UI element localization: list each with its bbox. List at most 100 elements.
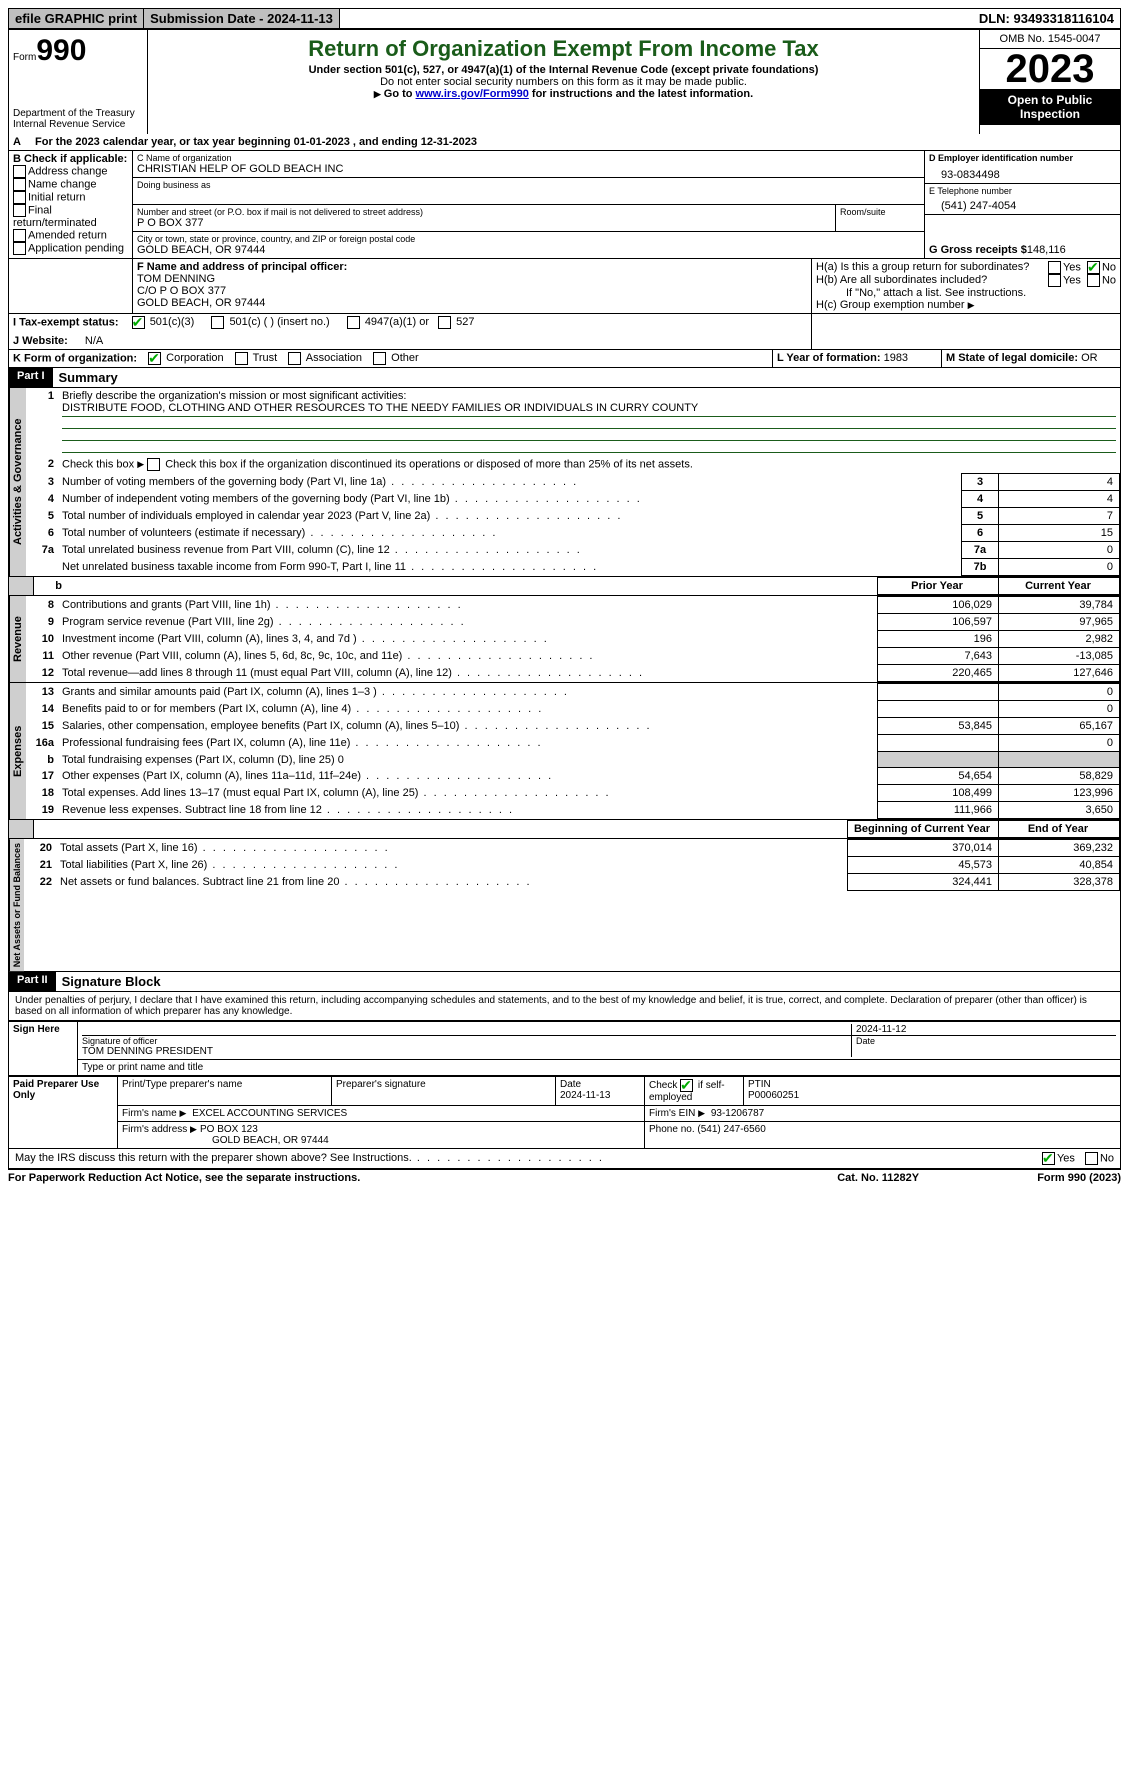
sidebar-rev: Revenue — [9, 596, 26, 682]
subtitle-1: Under section 501(c), 527, or 4947(a)(1)… — [152, 64, 975, 76]
chk-initial[interactable]: Initial return — [13, 191, 128, 204]
instructions-link[interactable]: www.irs.gov/Form990 — [416, 88, 529, 100]
gov-line-4: 4Number of independent voting members of… — [26, 491, 1120, 508]
officer-label: F Name and address of principal officer: — [137, 261, 807, 273]
hb-no[interactable]: No — [1087, 274, 1116, 287]
table-row: 11Other revenue (Part VIII, column (A), … — [26, 648, 1120, 665]
chk-4947[interactable]: 4947(a)(1) or — [347, 316, 429, 328]
expenses-section: Expenses 13Grants and similar amounts pa… — [8, 683, 1121, 820]
gov-section: Activities & Governance 1 Briefly descri… — [8, 388, 1121, 577]
chk-discontinued[interactable] — [147, 458, 160, 471]
officer-block: F Name and address of principal officer:… — [8, 259, 1121, 314]
phone-label: E Telephone number — [929, 186, 1116, 196]
sidebar-gov: Activities & Governance — [9, 388, 26, 576]
form-title: Return of Organization Exempt From Incom… — [152, 36, 975, 62]
street-label: Number and street (or P.O. box if mail i… — [137, 207, 831, 217]
sig-officer-label: Signature of officer — [82, 1036, 851, 1046]
chk-assoc[interactable]: Association — [288, 352, 362, 364]
ptin: P00060251 — [748, 1090, 799, 1101]
prep-sig-label: Preparer's signature — [332, 1077, 556, 1106]
current-year-header: Current Year — [999, 578, 1120, 595]
perjury-text: Under penalties of perjury, I declare th… — [8, 992, 1121, 1021]
firm-ein: 93-1206787 — [711, 1108, 764, 1119]
street: P O BOX 377 — [137, 217, 831, 229]
sidebar-exp: Expenses — [9, 683, 26, 819]
sig-date-label: Date — [851, 1036, 1116, 1057]
chk-501c3[interactable]: 501(c)(3) — [132, 316, 195, 328]
discuss-yes[interactable]: Yes — [1042, 1152, 1075, 1165]
city: GOLD BEACH, OR 97444 — [137, 244, 920, 256]
org-form-block: K Form of organization: Corporation Trus… — [8, 350, 1121, 368]
sig-officer-name: TOM DENNING PRESIDENT — [82, 1046, 851, 1057]
footer: For Paperwork Reduction Act Notice, see … — [8, 1169, 1121, 1184]
ha-yes[interactable]: Yes — [1048, 261, 1081, 274]
firm-addr2: GOLD BEACH, OR 97444 — [212, 1135, 329, 1146]
chk-name[interactable]: Name change — [13, 178, 128, 191]
end-year-header: End of Year — [999, 821, 1120, 838]
firm-addr1: PO BOX 123 — [200, 1124, 258, 1135]
form-number: Form990 — [13, 34, 143, 68]
sign-here-label: Sign Here — [9, 1022, 78, 1076]
dln: DLN: 93493318116104 — [973, 9, 1120, 28]
chk-address[interactable]: Address change — [13, 165, 128, 178]
footer-mid: Cat. No. 11282Y — [837, 1172, 1037, 1184]
firm-name-label: Firm's name — [122, 1108, 177, 1119]
paid-label: Paid Preparer Use Only — [9, 1077, 118, 1149]
form-org-label: K Form of organization: — [13, 352, 137, 364]
gov-line-7a: 7aTotal unrelated business revenue from … — [26, 542, 1120, 559]
status-block: I Tax-exempt status: 501(c)(3) 501(c) ( … — [8, 314, 1121, 350]
gross-label: G Gross receipts $ — [929, 244, 1027, 256]
ein-label: D Employer identification number — [929, 153, 1116, 163]
org-name-label: C Name of organization — [137, 153, 920, 163]
table-row: 13Grants and similar amounts paid (Part … — [26, 684, 1120, 701]
table-row: 17Other expenses (Part IX, column (A), l… — [26, 768, 1120, 785]
prep-date-label: Date — [560, 1079, 581, 1090]
efile-button[interactable]: efile GRAPHIC print — [9, 9, 144, 28]
sig-name-label: Type or print name and title — [78, 1060, 1121, 1076]
chk-other[interactable]: Other — [373, 352, 419, 364]
gross-value: 148,116 — [1027, 244, 1066, 256]
revenue-section: Revenue 8Contributions and grants (Part … — [8, 596, 1121, 683]
prior-year-header: Prior Year — [878, 578, 999, 595]
table-row: bTotal fundraising expenses (Part IX, co… — [26, 752, 1120, 768]
gov-line-3: 3Number of voting members of the governi… — [26, 474, 1120, 491]
top-bar: efile GRAPHIC print Submission Date - 20… — [8, 8, 1121, 30]
box-b-label: B Check if applicable: — [13, 153, 128, 165]
chk-corp[interactable]: Corporation — [148, 352, 224, 364]
table-row: 19Revenue less expenses. Subtract line 1… — [26, 802, 1120, 819]
ha-no[interactable]: No — [1087, 261, 1116, 274]
chk-amended[interactable]: Amended return — [13, 229, 128, 242]
org-name: CHRISTIAN HELP OF GOLD BEACH INC — [137, 163, 920, 175]
hb-yes[interactable]: Yes — [1048, 274, 1081, 287]
hc-label: H(c) Group exemption number — [816, 299, 1116, 311]
year-formation: 1983 — [884, 352, 908, 364]
room-label: Room/suite — [840, 207, 920, 217]
city-label: City or town, state or province, country… — [137, 234, 920, 244]
phone: (541) 247-4054 — [929, 196, 1116, 212]
chk-trust[interactable]: Trust — [235, 352, 278, 364]
website-value: N/A — [85, 335, 103, 347]
domicile-label: M State of legal domicile: — [946, 352, 1078, 364]
table-row: 22Net assets or fund balances. Subtract … — [24, 874, 1120, 891]
netassets-section: Net Assets or Fund Balances 20Total asse… — [8, 839, 1121, 972]
ptin-label: PTIN — [748, 1079, 771, 1090]
table-row: 21Total liabilities (Part X, line 26)45,… — [24, 857, 1120, 874]
chk-pending[interactable]: Application pending — [13, 242, 128, 255]
chk-501c[interactable]: 501(c) ( ) (insert no.) — [211, 316, 329, 328]
firm-phone-label: Phone no. — [649, 1124, 695, 1135]
discuss-no[interactable]: No — [1085, 1152, 1114, 1165]
discuss-row: May the IRS discuss this return with the… — [8, 1149, 1121, 1169]
footer-left: For Paperwork Reduction Act Notice, see … — [8, 1172, 837, 1184]
officer-line2: C/O P O BOX 377 — [137, 285, 807, 297]
chk-final[interactable]: Final return/terminated — [13, 204, 128, 229]
chk-self-employed[interactable] — [680, 1079, 693, 1092]
sign-date: 2024-11-12 — [851, 1024, 1116, 1035]
period-row: A For the 2023 calendar year, or tax yea… — [8, 134, 1121, 151]
officer-line3: GOLD BEACH, OR 97444 — [137, 297, 807, 309]
table-row: 8Contributions and grants (Part VIII, li… — [26, 597, 1120, 614]
subtitle-3: Go to www.irs.gov/Form990 for instructio… — [152, 88, 975, 100]
part2-header: Part II Signature Block — [8, 972, 1121, 992]
chk-527[interactable]: 527 — [438, 316, 474, 328]
info-block: B Check if applicable: Address change Na… — [8, 151, 1121, 259]
footer-right: Form 990 (2023) — [1037, 1172, 1121, 1184]
